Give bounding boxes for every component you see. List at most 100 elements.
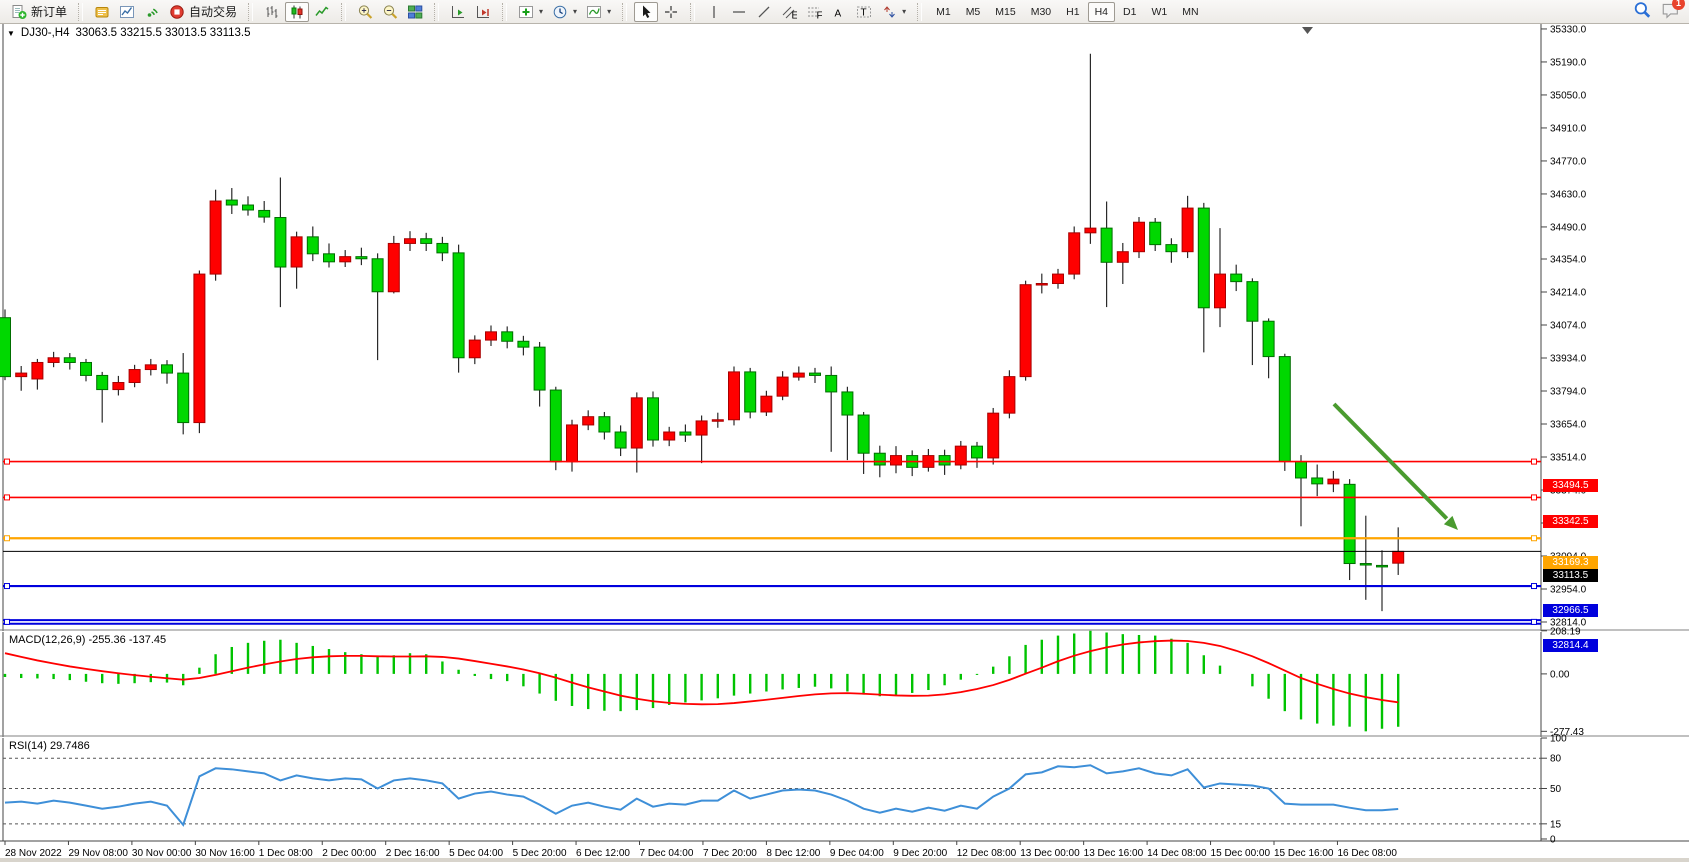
time-tick-label: 28 Nov 2022 [5, 848, 62, 859]
new-order-button[interactable]: 新订单 [7, 2, 71, 22]
periods-button[interactable]: ▾ [548, 2, 581, 22]
rsi-tick-label: 100 [1550, 734, 1567, 745]
candle [501, 331, 514, 342]
candle [371, 258, 384, 293]
dropdown-caret-icon[interactable]: ▾ [902, 7, 907, 16]
signals-button[interactable] [140, 2, 164, 22]
arrows-button[interactable]: ▾ [877, 2, 910, 22]
candle [647, 397, 659, 441]
candle [144, 364, 157, 371]
candle [225, 199, 238, 206]
bar-chart-button[interactable] [260, 2, 284, 22]
time-tick-label: 30 Nov 16:00 [195, 848, 255, 859]
indicators-button[interactable]: ▾ [514, 2, 547, 22]
search-icon[interactable] [1633, 1, 1651, 24]
candle [436, 242, 449, 254]
candle [1149, 221, 1162, 246]
fibonacci-button[interactable]: F [802, 2, 826, 22]
chart-shift-button[interactable] [471, 2, 495, 22]
toolbar-separator [248, 2, 254, 21]
candle [1052, 273, 1064, 285]
symbol-dropdown-icon[interactable]: ▼ [7, 28, 15, 38]
price-tick-label: 34910.0 [1550, 123, 1587, 134]
charts-button[interactable] [115, 2, 139, 22]
dropdown-caret-icon[interactable]: ▾ [573, 7, 578, 16]
zoom-out-button[interactable] [378, 2, 402, 22]
timeframe-m30[interactable]: M30 [1030, 5, 1052, 18]
zoom-in-button[interactable] [353, 2, 377, 22]
dropdown-caret-icon[interactable]: ▾ [607, 7, 612, 16]
time-tick-label: 16 Dec 08:00 [1337, 848, 1397, 859]
candle [1295, 460, 1307, 479]
time-tick-label: 7 Dec 20:00 [703, 848, 757, 859]
timeframe-w1[interactable]: W1 [1151, 5, 1168, 18]
tile-windows-button[interactable] [403, 2, 427, 22]
timeframe-d1[interactable]: D1 [1123, 5, 1137, 18]
chart-window[interactable]: ▼ DJ30-,H4 33063.5 33215.5 33013.5 33113… [0, 24, 1689, 862]
candle [776, 376, 789, 397]
chart-shift-icon [475, 4, 491, 20]
auto-trading-button[interactable]: 自动交易 [165, 2, 241, 22]
templates-button[interactable]: ▾ [582, 2, 615, 22]
templates-icon [586, 4, 602, 20]
price-tick-label: 34354.0 [1550, 254, 1587, 265]
cursor-button[interactable] [634, 1, 659, 22]
timeframe-group: M1 M5 M15 M30 H1 H4 D1 W1 MN [926, 1, 1208, 22]
chart-shift-marker-icon[interactable] [1302, 27, 1313, 34]
candle [1165, 244, 1178, 253]
text-label-button[interactable]: T [852, 2, 876, 22]
line-chart-button[interactable] [310, 2, 334, 22]
candle [452, 252, 465, 359]
candle [485, 331, 497, 341]
timeframe-h1[interactable]: H1 [1066, 5, 1080, 18]
candle [971, 445, 983, 459]
candle [630, 397, 643, 449]
text-button[interactable]: A [827, 2, 851, 22]
chat-icon[interactable]: 1 [1661, 0, 1685, 24]
price-tick-label: 32814.0 [1550, 617, 1587, 628]
horizontal-line-button[interactable] [727, 2, 751, 22]
toolbar-separator [502, 2, 508, 21]
equidistant-channel-button[interactable]: E [777, 2, 801, 22]
time-tick-label: 6 Dec 12:00 [576, 848, 630, 859]
candle [15, 372, 28, 378]
hline-icon [731, 4, 747, 20]
timeframe-m5[interactable]: M5 [965, 5, 981, 18]
candle [1100, 227, 1113, 263]
auto-scroll-button[interactable] [446, 2, 470, 22]
candle [242, 204, 254, 211]
macd-tick-label: 208.19 [1550, 626, 1581, 637]
timeframe-mn[interactable]: MN [1182, 5, 1199, 18]
trend-arrow [1332, 402, 1449, 520]
auto-trading-button-label: 自动交易 [189, 5, 238, 19]
zoom-in-icon [357, 4, 373, 20]
dropdown-caret-icon[interactable]: ▾ [539, 7, 544, 16]
rsi-indicator-label: RSI(14) 29.7486 [9, 740, 90, 752]
price-line-label: 33494.5 [1543, 479, 1598, 493]
vline-icon [706, 4, 722, 20]
timeframe-m1[interactable]: M1 [936, 5, 951, 18]
hline-handle [4, 458, 10, 465]
crosshair-icon [663, 4, 679, 20]
arrows-icon [881, 4, 897, 20]
candlestick-chart-button[interactable] [285, 1, 310, 22]
profiles-button[interactable] [90, 2, 114, 22]
candle [679, 431, 692, 436]
tile-windows-icon [407, 4, 423, 20]
toolbar-separator [78, 2, 84, 21]
candle [1197, 207, 1210, 309]
price-tick-label: 33794.0 [1550, 386, 1587, 397]
vertical-line-button[interactable] [702, 2, 726, 22]
candle [582, 416, 595, 426]
chart-canvas[interactable]: 35330.0 35190.0 35050.0 34910.0 34770.0 34630… [0, 24, 1689, 862]
toolbar-separator [434, 2, 440, 21]
timeframe-m15[interactable]: M15 [995, 5, 1016, 18]
timeframe-h4[interactable]: H4 [1087, 1, 1116, 22]
candle [517, 340, 530, 348]
candle [31, 361, 44, 380]
price-tick-label: 34074.0 [1550, 320, 1587, 331]
candle [1359, 563, 1372, 566]
candle [533, 346, 546, 391]
crosshair-button[interactable] [659, 2, 683, 22]
trendline-button[interactable] [752, 2, 776, 22]
